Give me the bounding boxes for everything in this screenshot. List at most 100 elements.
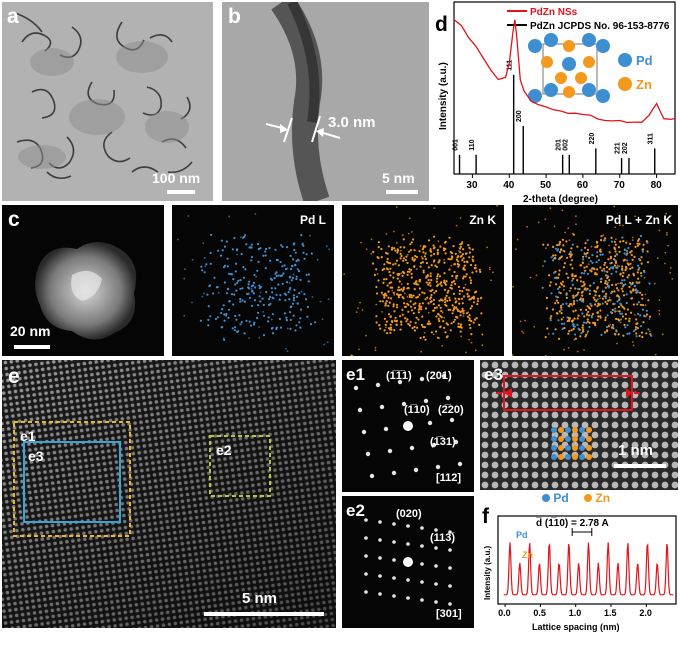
eds-dot (418, 287, 421, 290)
eds-dot (582, 328, 585, 331)
eds-dot (306, 315, 309, 318)
eds-noise-dot (537, 221, 540, 224)
eds-dot (375, 268, 378, 271)
eds-dot (425, 261, 428, 265)
eds-noise-dot (382, 293, 384, 296)
eds-dot (563, 262, 566, 265)
eds-dot (460, 323, 463, 326)
eds-dot (616, 266, 619, 269)
eds-dot (606, 270, 609, 273)
e3-lattice (480, 360, 678, 490)
eds-dot (618, 310, 621, 313)
profile-tick-label: 0.0 (498, 608, 511, 618)
eds-dot (563, 322, 566, 325)
lattice-fringes (2, 360, 336, 628)
eds-dot (595, 261, 598, 264)
eds-dot (577, 291, 580, 294)
eds-dot (469, 279, 473, 282)
eds-dot (314, 321, 317, 324)
inset-zn-atom (541, 56, 553, 68)
fft-spot (434, 582, 438, 586)
eds-noise-dot (427, 311, 430, 314)
eds-noise-dot (515, 248, 517, 251)
eds-dot (247, 283, 250, 286)
eds-dot (432, 244, 435, 247)
eds-noise-dot (411, 231, 413, 233)
eds-dot (210, 233, 213, 236)
eds-dot (281, 282, 284, 285)
eds-dot (636, 282, 639, 285)
eds-dot (447, 289, 450, 292)
eds-noise-dot (587, 263, 590, 266)
eds-noise-dot (240, 236, 242, 238)
eds-dot (614, 283, 618, 286)
eds-noise-dot (456, 256, 459, 259)
eds-dot (250, 243, 253, 246)
eds-dot (453, 318, 456, 321)
eds-dot (371, 262, 375, 265)
eds-dot (375, 285, 378, 289)
eds-dot (380, 247, 383, 251)
eds-noise-dot (407, 322, 409, 325)
eds-dot (395, 319, 398, 322)
eds-noise-dot (270, 318, 273, 321)
eds-dot (610, 311, 613, 314)
eds-dot (595, 273, 598, 276)
eds-dot (277, 274, 280, 277)
panel-c-scale-text: 20 nm (10, 323, 51, 339)
panel-d-label: d (435, 13, 448, 36)
eds-dot (412, 259, 416, 262)
eds-dot (471, 248, 474, 251)
eds-dot (220, 239, 223, 242)
eds-noise-dot (327, 298, 330, 300)
eds-dot (462, 257, 465, 260)
e3-zn-atom (572, 427, 578, 433)
eds-dot (472, 321, 475, 324)
eds-dot (457, 260, 460, 263)
eds-noise-dot (319, 300, 322, 303)
eds-noise-dot (567, 347, 570, 349)
eds-dot (410, 309, 414, 312)
eds-dot (451, 312, 454, 315)
overlay-map: Pd L + Zn K (512, 205, 678, 356)
eds-dot (648, 315, 652, 318)
fft1-spot-1: (1̅1̅1) (386, 370, 412, 382)
xrd-tick-label-40: 40 (503, 180, 515, 191)
eds-dot (259, 247, 262, 250)
eds-dot (289, 311, 292, 314)
eds-dot (429, 272, 432, 275)
eds-dot (372, 250, 375, 254)
eds-dot (646, 250, 649, 253)
eds-noise-dot (469, 248, 472, 250)
eds-dot (628, 320, 631, 323)
eds-dot (636, 312, 640, 315)
eds-dot (615, 287, 619, 290)
profile-zn-label: Zn (522, 550, 533, 560)
eds-dot (385, 294, 388, 297)
eds-dot (582, 321, 586, 324)
fft-spot (420, 598, 424, 602)
eds-noise-dot (228, 215, 231, 218)
eds-noise-dot (442, 300, 445, 302)
fft-center-spot (403, 557, 413, 567)
eds-dot (556, 248, 560, 251)
eds-dot (268, 246, 271, 250)
eds-dot (243, 234, 247, 237)
e3-zn-atom (586, 427, 592, 433)
eds-dot (585, 313, 589, 316)
eds-noise-dot (343, 273, 345, 275)
fft-spot (453, 439, 459, 445)
xrd-tick-label-80: 80 (651, 180, 663, 191)
eds-dot (650, 334, 653, 337)
profile-tick-label: 2.0 (639, 608, 652, 618)
eds-dot (639, 325, 643, 328)
eds-noise-dot (488, 266, 491, 269)
eds-dot (602, 267, 606, 270)
eds-dot (567, 332, 570, 335)
eds-dot (293, 242, 296, 245)
panel-a-label: a (7, 5, 19, 28)
eds-noise-dot (441, 311, 444, 314)
eds-dot (574, 333, 577, 336)
eds-noise-dot (321, 318, 324, 320)
eds-noise-dot (258, 336, 261, 339)
